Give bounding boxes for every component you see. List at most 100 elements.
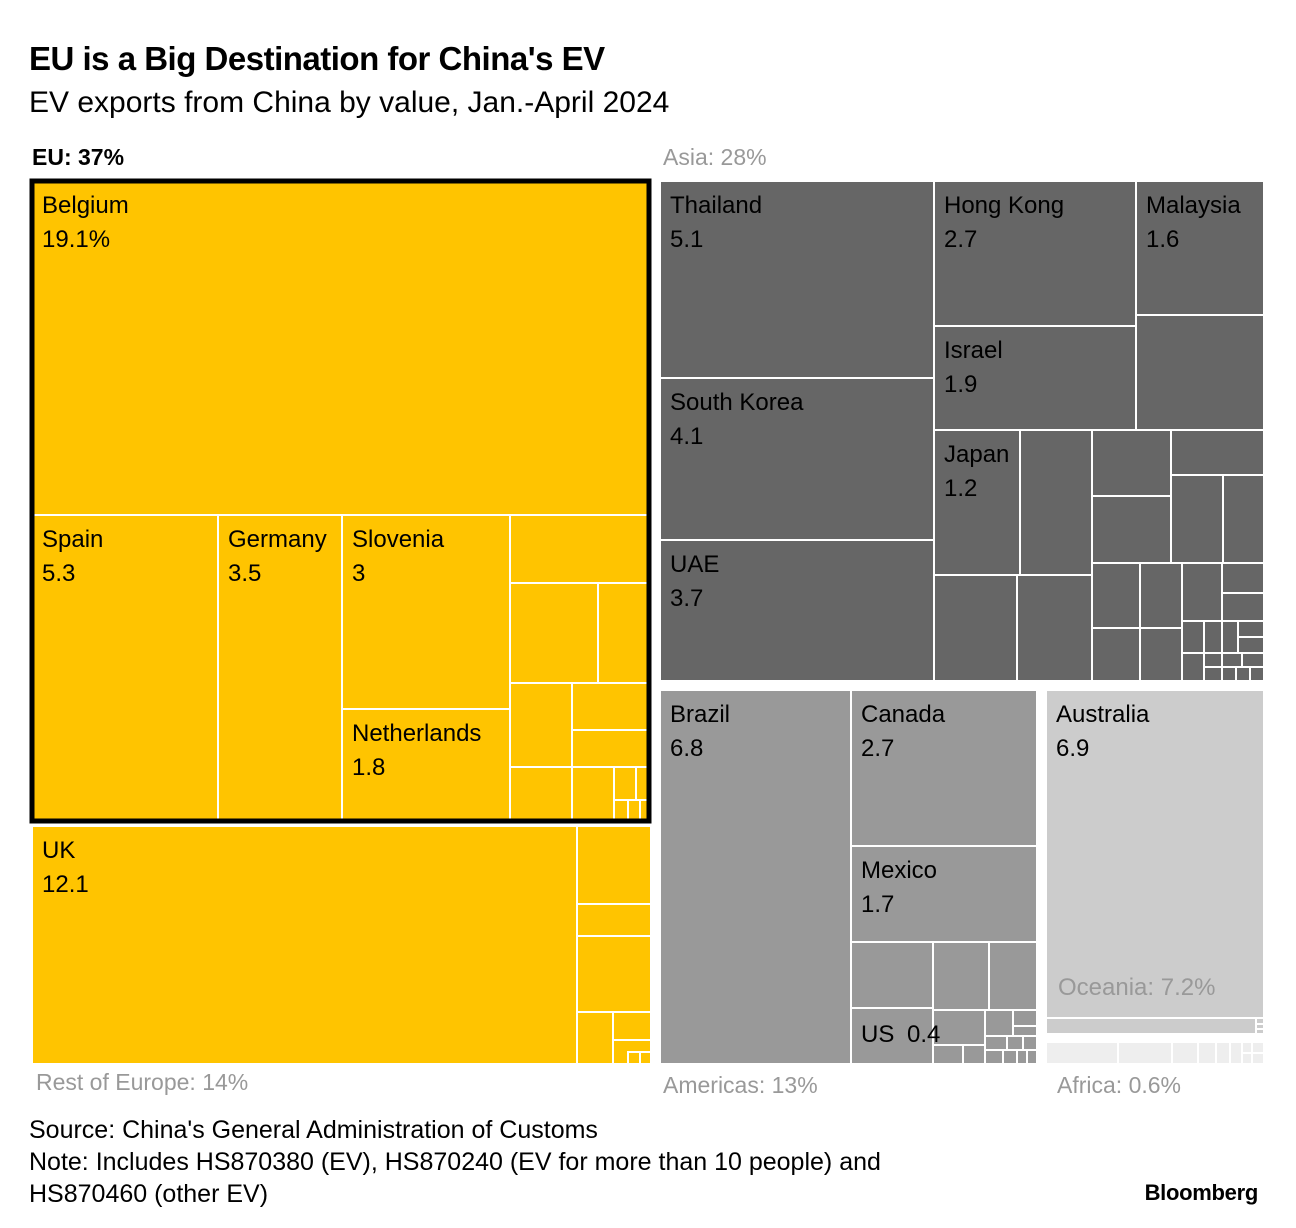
rest-of-europe-minor-cell-4 [576,1011,614,1065]
asia-minor-cell-7 [1222,474,1265,564]
cell-belgium [31,180,650,516]
bloomberg-logo: Bloomberg [1144,1180,1259,1205]
americas-minor-cell-15 [1016,1049,1028,1065]
africa-minor-cell-2 [1117,1041,1173,1065]
eu-minor-cell-12 [627,799,641,822]
eu-minor-cell-6 [571,729,650,768]
rest-of-europe-minor-cell-7 [627,1051,641,1065]
asia-minor-cell-28 [1235,666,1251,682]
asia-minor-cell-1 [1135,314,1265,431]
eu-minor-cell-11 [613,799,629,822]
americas-minor-cell-11 [1006,1035,1024,1051]
cell-thailand [659,180,935,379]
asia-minor-cell-9 [1016,574,1093,682]
region-label-africa: Africa: 0.6% [1057,1072,1181,1098]
region-label-rest-of-europe: Rest of Europe: 14% [36,1069,249,1095]
cell-australia [1045,689,1265,1019]
asia-minor-cell-20 [1237,620,1265,638]
region-label-asia: Asia: 28% [663,144,767,170]
eu-minor-cell-7 [509,766,573,822]
africa-minor-cell-7 [1241,1041,1253,1054]
americas-minor-cell-8 [1012,1009,1038,1027]
cell-value-netherlands: 1.8 [352,754,385,781]
africa-minor-cell-10 [1251,1052,1265,1065]
cell-label-thailand: Thailand [670,192,762,219]
cell-us [850,1007,934,1065]
americas-minor-cell-6 [962,1044,986,1065]
rest-of-europe-minor-cell-3 [576,935,652,1013]
asia-minor-cell-10 [1091,562,1141,629]
cell-brazil [659,689,852,1065]
cell-south-korea [659,377,935,541]
americas-minor-cell-13 [984,1049,1004,1065]
asia-minor-cell-24 [1203,666,1223,682]
asia-minor-cell-11 [1139,562,1183,629]
asia-minor-cell-12 [1181,562,1223,622]
cell-label-netherlands: Netherlands [352,720,481,747]
americas-minor-cell-4 [932,1009,986,1046]
americas-minor-cell-9 [1012,1025,1038,1037]
cell-label-germany: Germany [228,526,327,553]
asia-minor-cell-23 [1203,652,1223,668]
cell-uae [659,539,935,682]
asia-minor-cell-26 [1241,652,1265,668]
cell-netherlands [341,708,511,822]
cell-canada [850,689,1038,847]
cell-value-uae: 3.7 [670,585,703,612]
africa-minor-cell-4 [1197,1041,1217,1065]
cell-label-malaysia: Malaysia [1146,192,1241,219]
americas-minor-cell-3 [988,941,1038,1011]
asia-minor-cell-18 [1203,620,1223,654]
asia-minor-cell-27 [1221,666,1237,682]
asia-minor-cell-19 [1221,620,1239,654]
source-text: Source: China's General Administration o… [29,1116,598,1144]
cell-value-brazil: 6.8 [670,735,703,762]
cell-label-hong-kong: Hong Kong [944,192,1064,219]
americas-minor-cell-12 [1022,1035,1038,1051]
region-label-eu: EU: 37% [32,144,125,170]
americas-minor-cell-14 [1002,1049,1018,1065]
cell-value-thailand: 5.1 [670,226,703,253]
americas-minor-cell-10 [984,1035,1008,1051]
cell-value-hong-kong: 2.7 [944,226,977,253]
region-label-americas: Americas: 13% [663,1072,818,1098]
asia-minor-cell-5 [1091,495,1172,564]
africa-minor-cell-6 [1229,1041,1243,1065]
cell-label-slovenia: Slovenia [352,526,445,553]
asia-minor-cell-13 [1221,562,1265,594]
cell-mexico [850,845,1038,943]
chart-subtitle: EV exports from China by value, Jan.-Apr… [29,86,670,119]
asia-minor-cell-22 [1181,652,1205,682]
note-text-line-1: Note: Includes HS870380 (EV), HS870240 (… [29,1148,881,1176]
americas-minor-cell-2 [932,941,990,1011]
africa-minor-cell-1 [1045,1041,1119,1065]
cell-label-uae: UAE [670,551,719,578]
asia-minor-cell-17 [1181,620,1205,654]
eu-minor-cell-8 [571,766,615,822]
asia-minor-cell-29 [1249,666,1265,682]
cell-slovenia [341,514,511,710]
region-label-oceania: Oceania: 7.2% [1058,974,1215,1001]
asia-minor-cell-8 [933,574,1018,682]
cell-label-us: US [861,1021,894,1048]
cell-value-japan: 1.2 [944,475,977,502]
cell-label-israel: Israel [944,337,1003,364]
eu-group-outline [29,178,652,824]
asia-minor-cell-21 [1237,636,1265,654]
eu-minor-cell-2 [509,582,599,684]
cell-japan [933,429,1021,576]
asia-minor-cell-2 [1019,429,1093,576]
cell-label-brazil: Brazil [670,701,730,728]
cell-value-us: 0.4 [907,1021,940,1048]
africa-minor-cell-9 [1241,1052,1253,1065]
eu-minor-cell-1 [509,514,650,584]
americas-minor-cell-1 [850,941,934,1009]
oceania-minor-cell-1 [1045,1017,1257,1035]
cell-label-uk: UK [42,837,75,864]
cell-value-spain: 5.3 [42,560,75,587]
cell-label-south-korea: South Korea [670,389,804,416]
rest-of-europe-minor-cell-5 [612,1011,652,1041]
cell-label-spain: Spain [42,526,103,553]
rest-of-europe-minor-cell-8 [639,1051,652,1065]
